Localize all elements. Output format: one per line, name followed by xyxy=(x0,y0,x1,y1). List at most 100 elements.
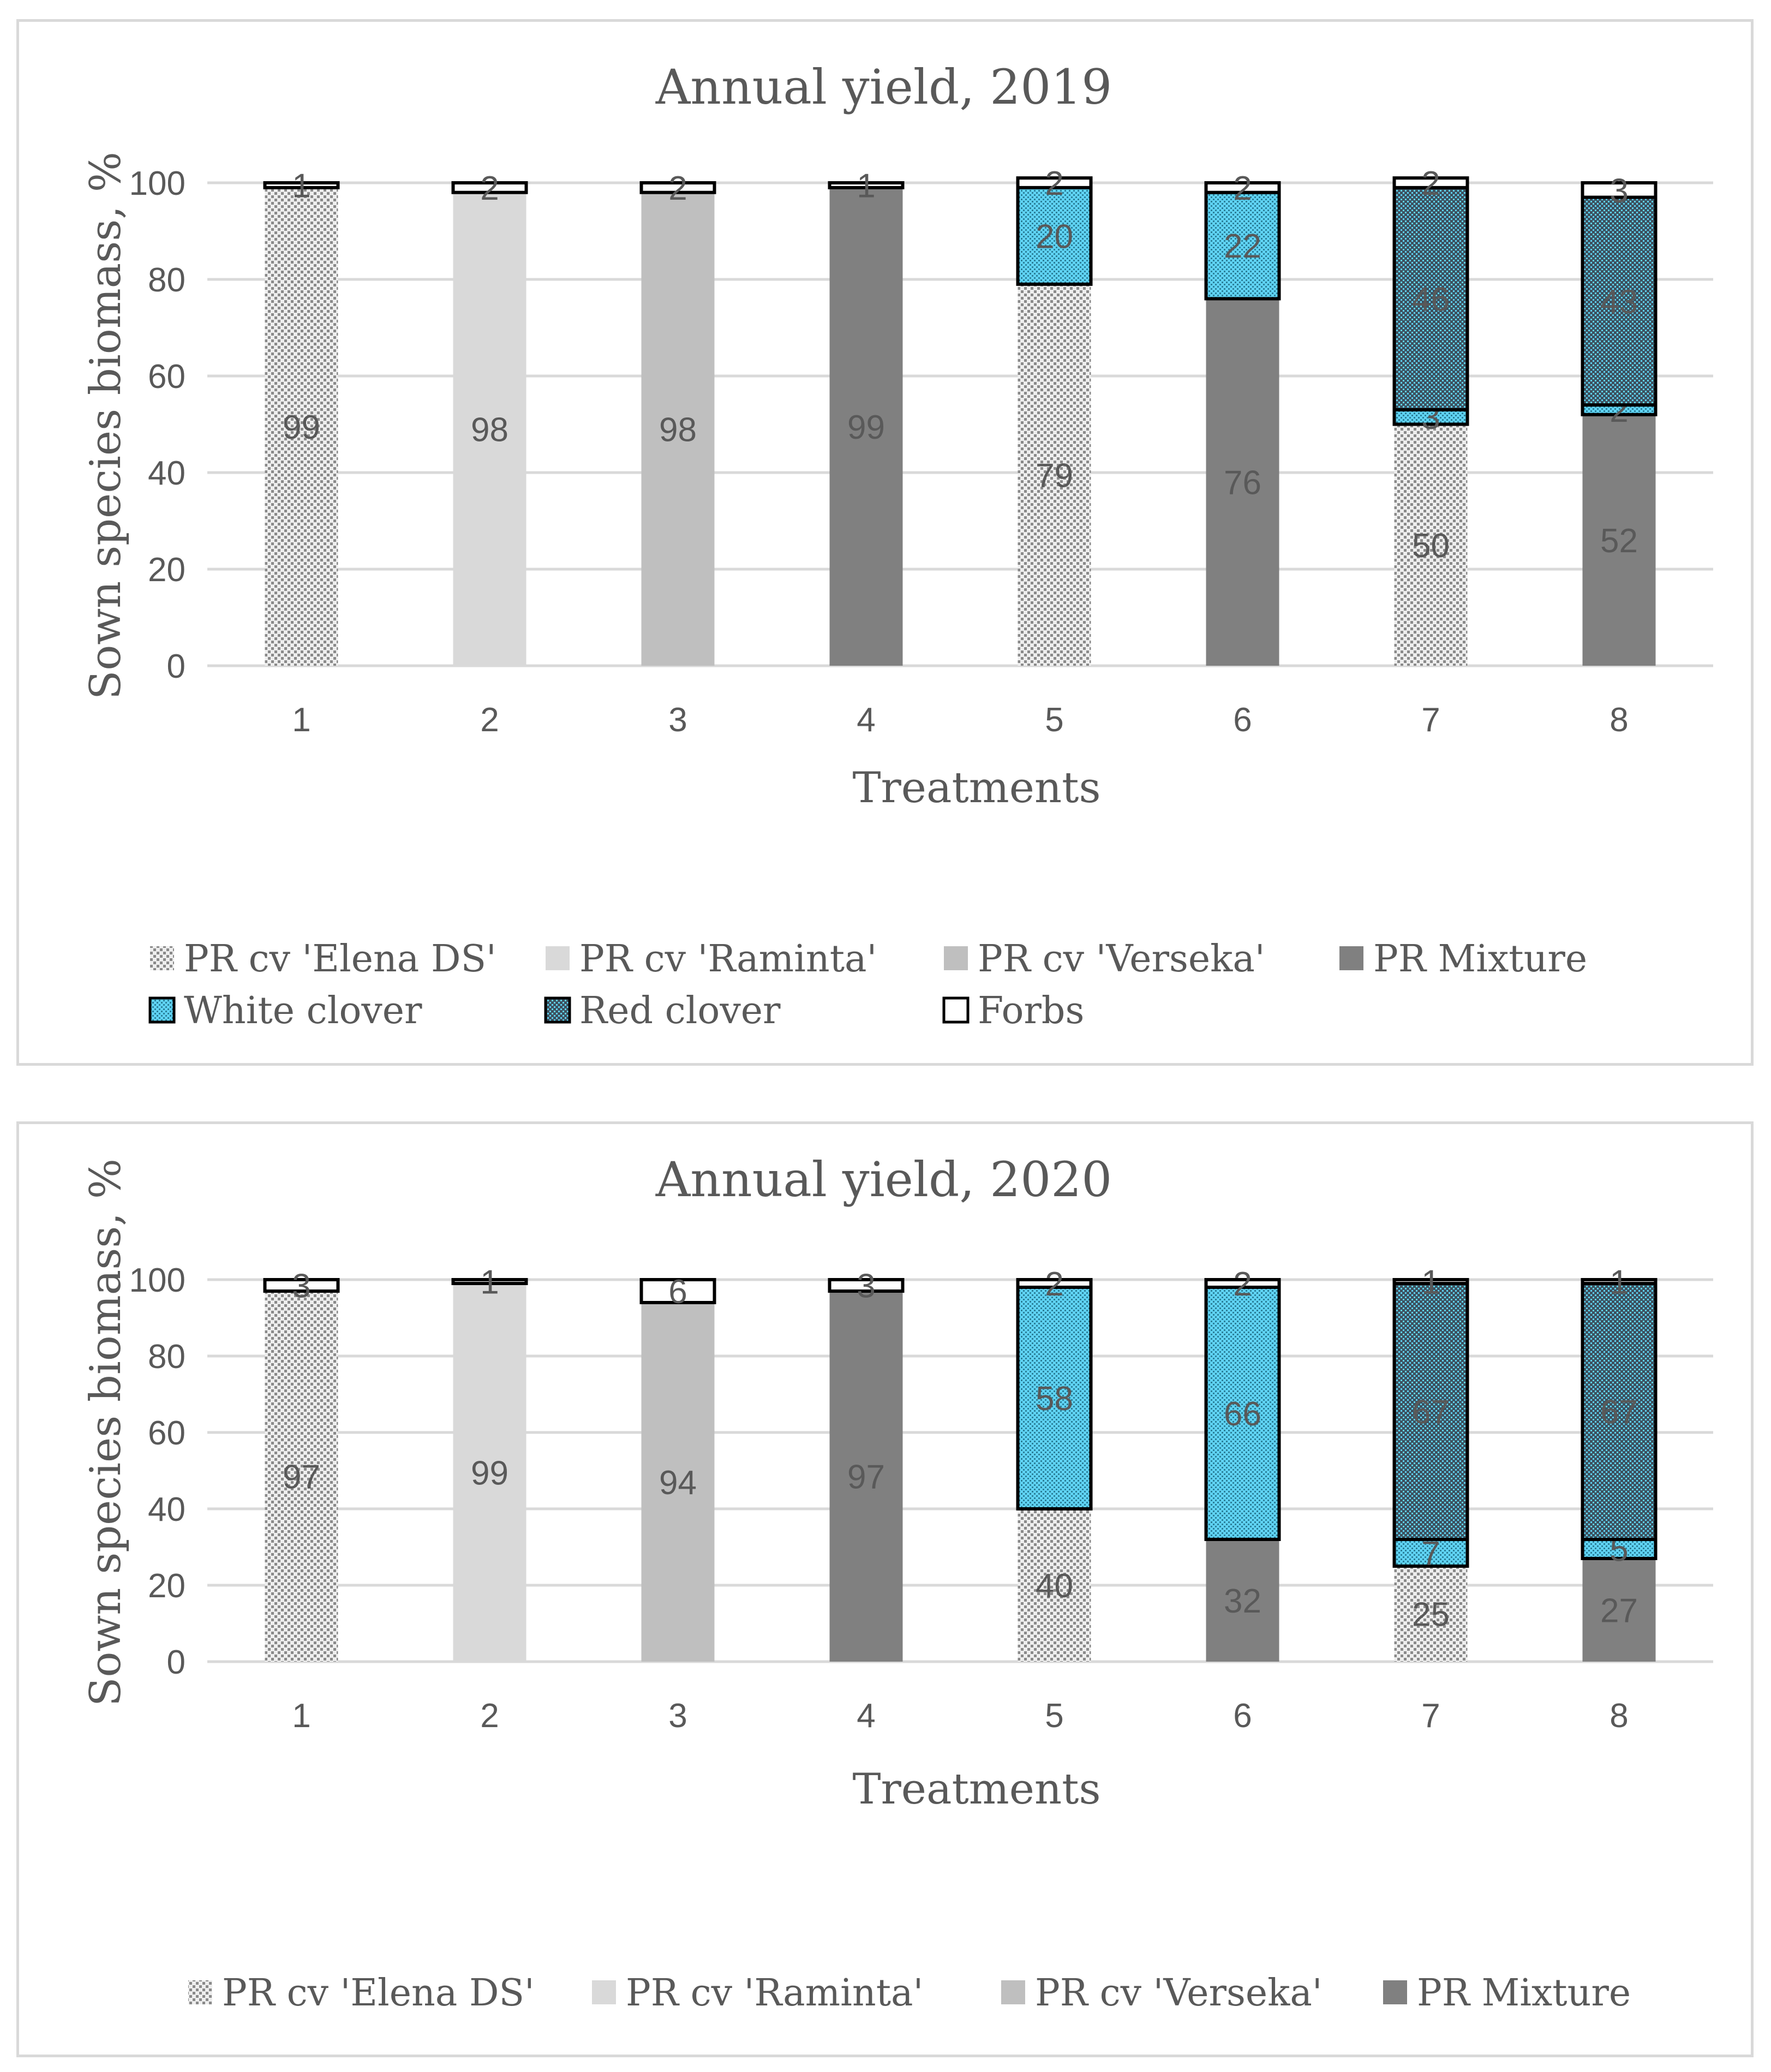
legend-label: PR cv 'Elena DS' xyxy=(222,1972,535,2015)
y-tick-label: 100 xyxy=(129,165,186,202)
data-label: 2 xyxy=(668,170,687,207)
x-tick-label: 2 xyxy=(480,1697,499,1735)
data-label: 94 xyxy=(659,1464,697,1502)
y-tick-label: 20 xyxy=(148,1567,186,1605)
x-tick-label: 7 xyxy=(1421,701,1440,739)
y-tick-label: 80 xyxy=(148,261,186,299)
x-tick-label: 3 xyxy=(668,1697,687,1735)
bar-pr-mixture xyxy=(829,187,903,666)
bar-pr-cv-elena-ds xyxy=(1018,1509,1091,1662)
legend-swatch-pr-cv-raminta xyxy=(546,946,570,970)
bar-forbs xyxy=(828,1278,905,1293)
x-tick-label: 1 xyxy=(292,701,310,739)
legend-swatch-white-clover xyxy=(148,996,176,1024)
bar-pr-mixture xyxy=(829,1291,903,1662)
bar-pr-cv-verseka xyxy=(641,1303,715,1662)
y-tick-label: 60 xyxy=(148,1414,186,1452)
data-label: 2 xyxy=(480,170,499,207)
legend-label: PR Mixture xyxy=(1417,1972,1631,2015)
bar-white-clover xyxy=(1016,1286,1093,1510)
data-label: 79 xyxy=(1036,457,1073,494)
legend-label: Forbs xyxy=(978,989,1084,1032)
data-label: 66 xyxy=(1224,1395,1261,1433)
x-tick-label: 6 xyxy=(1233,701,1252,739)
bar-pr-cv-raminta xyxy=(453,192,526,666)
data-label: 97 xyxy=(283,1459,320,1496)
data-label: 98 xyxy=(659,411,697,449)
data-label: 1 xyxy=(1610,1264,1628,1301)
legend-label: PR cv 'Raminta' xyxy=(626,1972,923,2015)
bar-forbs xyxy=(1581,181,1658,199)
data-label: 1 xyxy=(857,167,875,205)
data-label: 3 xyxy=(1610,172,1628,210)
x-tick-label: 8 xyxy=(1610,1697,1628,1735)
legend-label: PR cv 'Raminta' xyxy=(579,938,877,981)
data-label: 2 xyxy=(1045,1265,1063,1303)
bar-forbs xyxy=(639,181,716,194)
bar-forbs xyxy=(639,1278,716,1304)
bar-forbs xyxy=(1204,181,1281,194)
legend-label: PR cv 'Verseka' xyxy=(1035,1972,1323,2015)
legend-label: White clover xyxy=(184,989,422,1032)
data-label: 3 xyxy=(292,1268,310,1305)
bar-forbs xyxy=(1392,1278,1469,1285)
bar-pr-cv-raminta xyxy=(453,1283,526,1662)
data-label: 46 xyxy=(1412,280,1450,318)
bar-forbs xyxy=(1581,1278,1658,1285)
bar-pr-cv-elena-ds xyxy=(265,187,338,666)
x-tick-label: 1 xyxy=(292,1697,310,1735)
y-axis-label: Sown species biomass, % xyxy=(81,152,130,700)
legend-swatch-pr-cv-verseka xyxy=(1001,1980,1025,2004)
chart-2020: Annual yield, 2020 Sown species biomass,… xyxy=(81,1151,1713,2015)
legend-swatch-forbs xyxy=(942,996,970,1024)
data-label: 99 xyxy=(471,1455,508,1492)
data-label: 98 xyxy=(471,411,508,449)
data-label: 1 xyxy=(1421,1264,1440,1301)
chart-panel-2020: Annual yield, 2020 Sown species biomass,… xyxy=(16,1121,1754,2057)
y-axis-label: Sown species biomass, % xyxy=(81,1159,130,1706)
x-tick-label: 7 xyxy=(1421,1697,1440,1735)
bar-forbs xyxy=(1016,1278,1093,1289)
bar-forbs xyxy=(1204,1278,1281,1289)
data-label: 40 xyxy=(1036,1567,1073,1605)
data-label: 99 xyxy=(847,409,885,446)
data-label: 3 xyxy=(857,1268,875,1305)
x-tick-label: 5 xyxy=(1045,701,1063,739)
bar-forbs xyxy=(451,181,528,194)
y-tick-label: 0 xyxy=(167,1644,186,1681)
data-label: 52 xyxy=(1600,522,1638,560)
x-axis-label: Treatments xyxy=(852,1765,1100,1814)
data-label: 27 xyxy=(1600,1592,1638,1630)
bar-white-clover xyxy=(1016,186,1093,286)
chart-panel-2019: Annual yield, 2019 Sown species biomass,… xyxy=(16,19,1754,1066)
bar-red-clover xyxy=(1392,1282,1469,1541)
x-axis-label: Treatments xyxy=(852,763,1100,813)
bar-pr-mixture xyxy=(1206,1539,1279,1662)
bar-pr-mixture xyxy=(1206,298,1279,666)
bar-pr-cv-verseka xyxy=(641,192,715,666)
y-tick-label: 100 xyxy=(129,1262,186,1299)
data-label: 1 xyxy=(292,167,310,205)
bar-pr-cv-elena-ds xyxy=(265,1291,338,1662)
data-label: 6 xyxy=(668,1273,687,1311)
data-label: 97 xyxy=(847,1459,885,1496)
bar-white-clover xyxy=(1204,1286,1281,1541)
bar-pr-cv-elena-ds xyxy=(1394,1566,1468,1662)
legend-swatch-pr-cv-elena-ds xyxy=(188,1980,212,2004)
legend-swatch-pr-cv-verseka xyxy=(944,946,968,970)
x-tick-label: 5 xyxy=(1045,1697,1063,1735)
data-label: 2 xyxy=(1421,165,1440,202)
legend-swatch-pr-mixture xyxy=(1339,946,1363,970)
y-tick-label: 60 xyxy=(148,358,186,396)
data-label: 67 xyxy=(1600,1394,1638,1431)
bar-red-clover xyxy=(1392,186,1469,411)
bar-red-clover xyxy=(1581,195,1658,407)
bar-forbs xyxy=(1016,176,1093,189)
chart-2019: Annual yield, 2019 Sown species biomass,… xyxy=(81,59,1713,1032)
data-label: 50 xyxy=(1412,527,1450,565)
x-tick-label: 4 xyxy=(857,701,875,739)
data-label: 76 xyxy=(1224,464,1261,502)
y-tick-label: 0 xyxy=(167,648,186,685)
y-tick-label: 20 xyxy=(148,551,186,589)
x-tick-label: 3 xyxy=(668,701,687,739)
